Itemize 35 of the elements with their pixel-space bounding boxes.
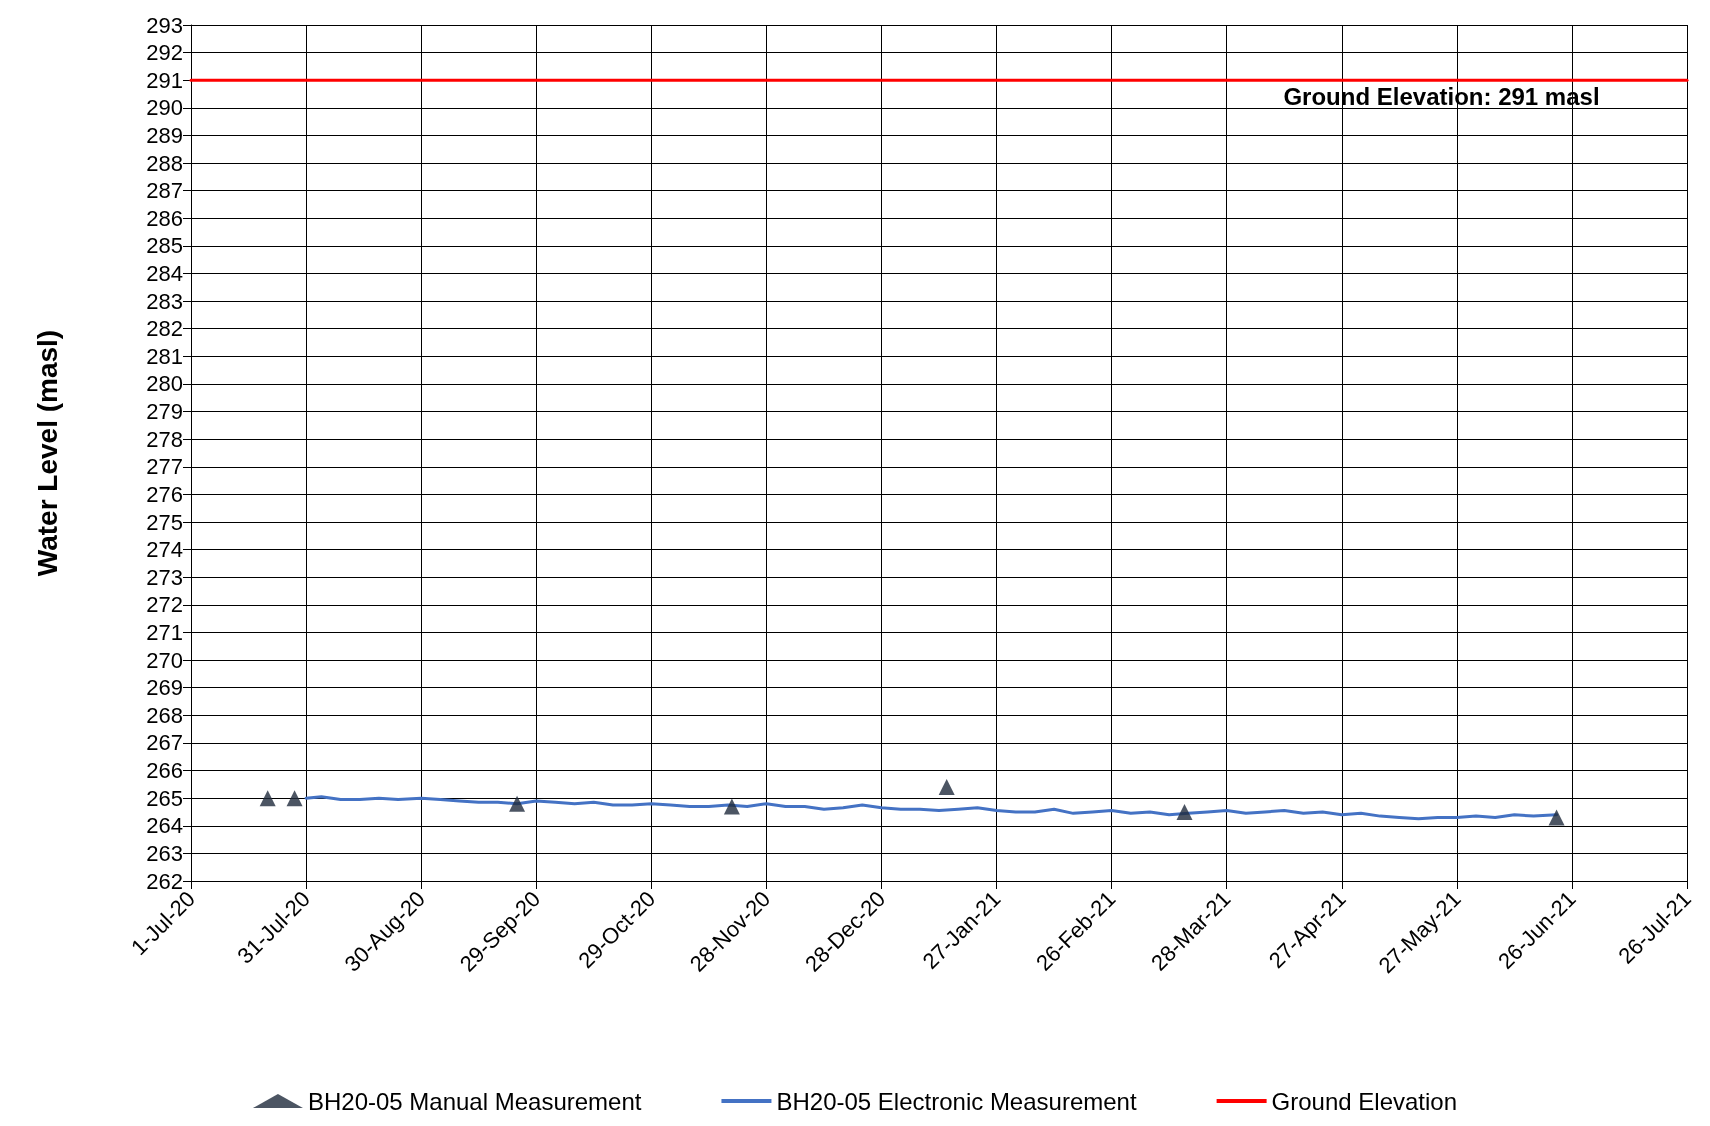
y-tick-label: 283 xyxy=(146,288,183,314)
y-tick-label: 271 xyxy=(146,619,183,645)
y-tick-label: 269 xyxy=(146,675,183,701)
y-tick-label: 263 xyxy=(146,840,183,866)
legend-label: BH20-05 Electronic Measurement xyxy=(776,1087,1137,1115)
y-tick-label: 278 xyxy=(146,426,183,452)
y-tick-label: 267 xyxy=(146,730,183,756)
y-tick-label: 268 xyxy=(146,702,183,728)
y-tick-label: 275 xyxy=(146,509,183,535)
legend-label: Ground Elevation xyxy=(1271,1087,1458,1115)
y-tick-label: 282 xyxy=(146,316,183,342)
y-tick-label: 272 xyxy=(146,592,183,618)
y-tick-label: 284 xyxy=(146,261,183,287)
y-tick-label: 285 xyxy=(146,233,183,259)
y-tick-label: 293 xyxy=(146,12,183,38)
y-tick-label: 273 xyxy=(146,564,183,590)
legend-label: BH20-05 Manual Measurement xyxy=(307,1087,642,1115)
y-tick-label: 288 xyxy=(146,150,183,176)
y-tick-label: 290 xyxy=(146,95,183,121)
y-tick-label: 277 xyxy=(146,454,183,480)
y-axis-title: Water Level (masl) xyxy=(31,329,63,577)
y-tick-label: 274 xyxy=(146,537,183,563)
y-tick-label: 291 xyxy=(146,67,183,93)
y-tick-label: 279 xyxy=(146,399,183,425)
y-tick-label: 270 xyxy=(146,647,183,673)
y-tick-label: 276 xyxy=(146,481,183,507)
y-tick-label: 264 xyxy=(146,813,183,839)
y-tick-label: 265 xyxy=(146,785,183,811)
y-tick-label: 281 xyxy=(146,343,183,369)
y-tick-label: 266 xyxy=(146,758,183,784)
y-tick-label: 280 xyxy=(146,371,183,397)
y-tick-label: 292 xyxy=(146,40,183,66)
y-tick-label: 287 xyxy=(146,178,183,204)
y-tick-label: 286 xyxy=(146,205,183,231)
y-tick-label: 289 xyxy=(146,122,183,148)
